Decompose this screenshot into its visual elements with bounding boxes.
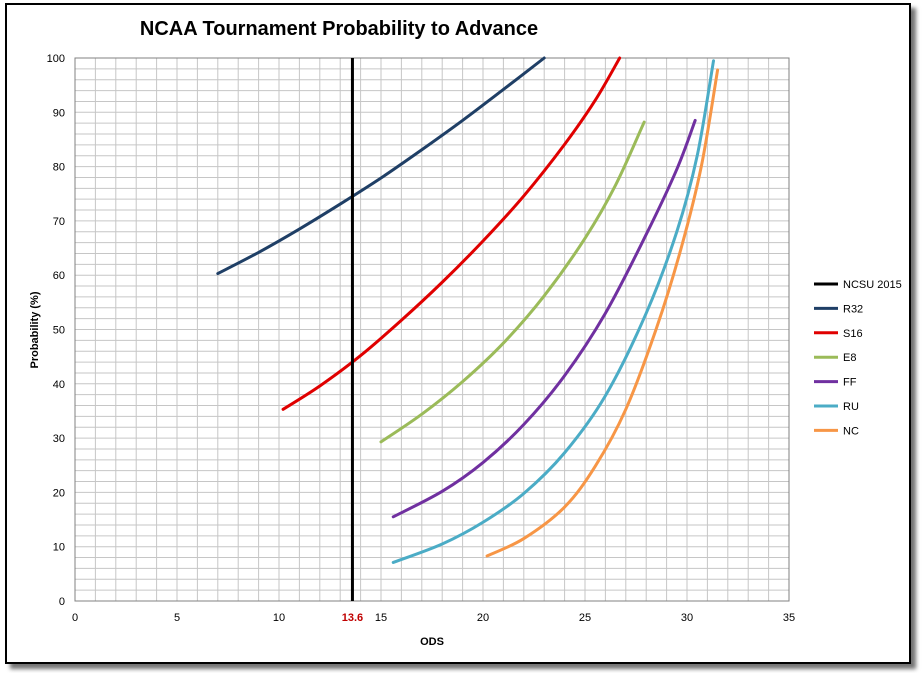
plot-area (74, 57, 790, 602)
x-axis-label: ODS (420, 636, 444, 648)
series-line-s16 (281, 56, 622, 411)
x-tick-label: 35 (783, 612, 795, 624)
chart-legend: NCSU 2015 R32 S16 E8 FF RU NC (814, 279, 902, 437)
y-tick-label: 90 (53, 107, 65, 119)
x-tick-label: 0 (72, 612, 78, 624)
series-line-ff (391, 118, 697, 519)
reference-line-label: 13.6 (342, 612, 363, 624)
y-tick-label: 0 (59, 596, 65, 608)
reference-layer: 13.6 (342, 58, 363, 624)
x-tick-label: 10 (273, 612, 285, 624)
x-tick-label: 30 (681, 612, 693, 624)
y-tick-label: 100 (47, 53, 65, 65)
x-tick-label: 20 (477, 612, 489, 624)
legend-label: S16 (843, 328, 863, 340)
y-tick-label: 30 (53, 433, 65, 445)
y-axis-label: Probability (%) (29, 291, 41, 368)
legend-label: E8 (843, 352, 856, 364)
legend-label: R32 (843, 303, 863, 315)
chart-frame: NCAA Tournament Probability to Advance 0… (5, 3, 911, 664)
series-layer (216, 56, 720, 564)
x-tick-label: 25 (579, 612, 591, 624)
series-line-nc (485, 68, 720, 558)
x-tick-label: 15 (375, 612, 387, 624)
legend-label: NC (843, 425, 859, 437)
series-line-r32 (216, 56, 546, 276)
chart-title: NCAA Tournament Probability to Advance (140, 18, 538, 40)
legend-label: NCSU 2015 (843, 279, 902, 291)
legend-label: RU (843, 401, 859, 413)
y-tick-label: 70 (53, 216, 65, 228)
y-tick-label: 20 (53, 487, 65, 499)
y-tick-label: 40 (53, 379, 65, 391)
axis-ticks: 0 5 10 15 20 25 30 35 0 10 20 30 40 50 60 70 80 90 100 (47, 53, 795, 624)
y-tick-label: 60 (53, 270, 65, 282)
y-tick-label: 80 (53, 162, 65, 174)
chart-grid (74, 57, 790, 602)
legend-label: FF (843, 377, 857, 389)
y-tick-label: 50 (53, 325, 65, 337)
chart-svg: NCAA Tournament Probability to Advance 0… (29, 18, 902, 648)
x-tick-label: 5 (174, 612, 180, 624)
series-line-ru (391, 59, 716, 564)
series-line-e8 (379, 120, 646, 444)
y-tick-label: 10 (53, 542, 65, 554)
